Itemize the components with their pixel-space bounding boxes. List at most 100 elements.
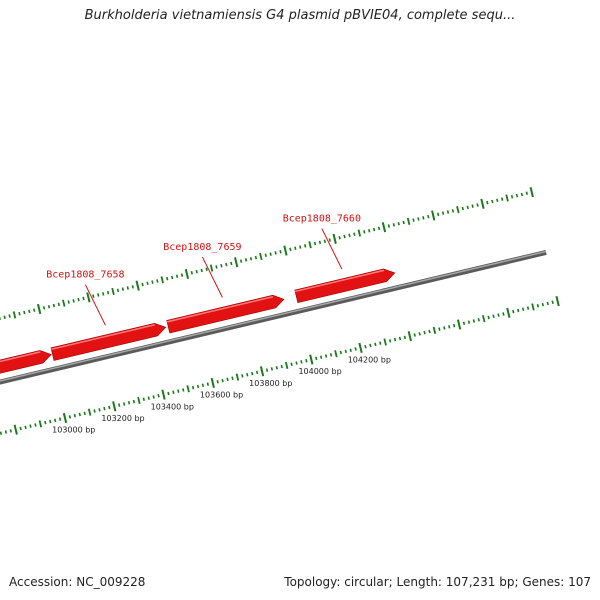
inner-tick bbox=[103, 406, 106, 411]
inner-tick bbox=[512, 309, 515, 314]
inner-tick bbox=[54, 418, 57, 423]
inner-tick bbox=[157, 394, 160, 398]
outer-tick bbox=[264, 253, 267, 257]
outer-tick bbox=[47, 304, 51, 309]
inner-tick bbox=[38, 420, 43, 428]
scale-label: 103800 bp bbox=[249, 379, 292, 388]
gene-highlight bbox=[0, 351, 41, 363]
outer-tick bbox=[170, 275, 174, 280]
inner-tick bbox=[443, 326, 446, 330]
inner-tick-ring: 103000 bp 103200 bp 103400 bp 103600 bp 1038… bbox=[0, 296, 560, 435]
outer-tick bbox=[283, 245, 288, 256]
outer-tick bbox=[111, 287, 115, 296]
inner-tick bbox=[191, 385, 195, 390]
outer-tick bbox=[446, 210, 450, 214]
outer-tick bbox=[249, 257, 253, 261]
inner-tick bbox=[526, 306, 530, 310]
outer-tick bbox=[72, 299, 75, 303]
inner-tick bbox=[295, 361, 298, 365]
outer-tick bbox=[215, 265, 218, 269]
outer-tick bbox=[274, 251, 277, 255]
inner-tick bbox=[462, 321, 466, 326]
inner-tick bbox=[127, 401, 131, 405]
outer-tick bbox=[436, 212, 440, 217]
outer-tick bbox=[106, 290, 110, 295]
inner-tick bbox=[492, 314, 495, 319]
outer-tick bbox=[303, 244, 307, 248]
outer-tick bbox=[102, 292, 105, 296]
inner-tick bbox=[541, 302, 544, 307]
outer-tick bbox=[529, 187, 534, 198]
outer-tick bbox=[510, 195, 514, 199]
inner-tick bbox=[19, 426, 22, 431]
outer-tick bbox=[431, 210, 436, 221]
outer-tick bbox=[239, 259, 243, 263]
outer-tick bbox=[480, 198, 485, 209]
inner-tick bbox=[34, 423, 37, 427]
inner-tick bbox=[482, 315, 486, 323]
inner-tick bbox=[186, 385, 190, 393]
outer-tick bbox=[501, 197, 504, 201]
outer-tick bbox=[126, 286, 129, 290]
inner-tick bbox=[531, 303, 535, 311]
inner-tick bbox=[73, 413, 76, 418]
inner-tick bbox=[182, 388, 185, 392]
inner-tick bbox=[290, 362, 293, 366]
inner-tick bbox=[344, 349, 347, 354]
backbone-line bbox=[0, 250, 547, 385]
scale-label: 103600 bp bbox=[200, 391, 243, 400]
gene-arrow bbox=[0, 350, 52, 374]
inner-tick bbox=[324, 354, 328, 358]
map-title: Burkholderia vietnamiensis G4 plasmid pB… bbox=[84, 8, 516, 23]
outer-tick bbox=[116, 288, 120, 293]
inner-tick bbox=[418, 332, 421, 336]
outer-tick bbox=[28, 309, 31, 314]
outer-tick bbox=[184, 268, 190, 280]
outer-tick bbox=[377, 226, 381, 231]
inner-tick bbox=[354, 347, 357, 351]
outer-tick bbox=[456, 206, 460, 214]
outer-tick bbox=[175, 274, 179, 279]
inner-tick bbox=[551, 300, 554, 305]
inner-tick bbox=[448, 325, 451, 329]
inner-tick bbox=[112, 401, 117, 412]
inner-tick bbox=[142, 397, 145, 402]
inner-tick bbox=[58, 417, 62, 421]
inner-tick bbox=[379, 341, 382, 345]
inner-tick bbox=[487, 315, 490, 320]
outer-tick bbox=[57, 302, 60, 307]
inner-tick bbox=[152, 395, 155, 399]
inner-tick bbox=[87, 408, 92, 416]
outer-tick bbox=[412, 218, 415, 222]
outer-tick bbox=[234, 257, 239, 268]
inner-tick bbox=[358, 342, 363, 353]
inner-tick bbox=[546, 301, 549, 306]
inner-tick bbox=[49, 419, 52, 424]
outer-tick bbox=[33, 308, 36, 312]
inner-tick bbox=[506, 307, 511, 318]
outer-tick bbox=[348, 233, 351, 238]
outer-tick bbox=[62, 299, 66, 307]
outer-tick bbox=[37, 303, 42, 315]
inner-tick bbox=[517, 308, 520, 313]
outer-tick bbox=[313, 241, 317, 246]
inner-tick bbox=[231, 376, 234, 380]
inner-tick bbox=[108, 405, 111, 410]
inner-tick bbox=[137, 396, 141, 405]
outer-tick bbox=[323, 239, 326, 243]
inner-tick bbox=[432, 326, 437, 334]
outer-tick bbox=[209, 264, 214, 272]
inner-tick bbox=[29, 424, 32, 428]
inner-tick bbox=[172, 390, 175, 395]
inner-tick bbox=[383, 338, 387, 346]
inner-tick bbox=[305, 358, 308, 363]
gene-labels: Bcep1808_7658 Bcep1808_7659 Bcep1808_7660 bbox=[46, 214, 361, 326]
inner-tick bbox=[93, 409, 96, 413]
scale-label: 104000 bp bbox=[298, 367, 341, 376]
inner-tick bbox=[62, 412, 68, 424]
outer-tick bbox=[328, 238, 331, 242]
outer-tick bbox=[402, 220, 405, 225]
outer-tick bbox=[141, 282, 144, 287]
gene-highlight bbox=[166, 295, 274, 323]
